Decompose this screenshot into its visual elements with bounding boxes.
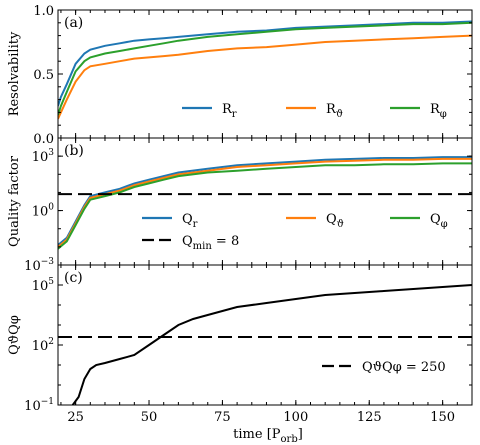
panel-2: 10−1 102 105 25 50 75 100 125 150 (c) QϑQφ QϑQφ = 2… <box>7 264 473 425</box>
legend-label-R_phi: Rφ <box>430 102 447 120</box>
series-line-Q_r <box>58 156 472 246</box>
panel-1: 10−3 100 103 (b) Quality factor Qr Qϑ Qφ Qmin = … <box>7 137 473 274</box>
series-line-R_theta <box>58 34 472 120</box>
x-tick-label: 150 <box>430 410 455 425</box>
x-tick-label: 100 <box>283 410 308 425</box>
y-tick-label: 102 <box>32 337 54 354</box>
y-tick-label: 103 <box>32 148 55 165</box>
series-line-Q_phi <box>58 162 472 250</box>
y-axis-label: Resolvability <box>7 31 22 116</box>
y-tick-label: 10−3 <box>24 257 54 274</box>
legend-label-Q_phi: Qφ <box>430 212 448 230</box>
legend-label-Q_theta: Qϑ <box>326 212 344 230</box>
y-tick-label: 0.0 <box>33 132 54 147</box>
y-tick-label: 10−1 <box>24 397 54 414</box>
y-tick-label: 100 <box>32 203 55 220</box>
x-tick-label: 25 <box>67 410 84 425</box>
x-tick-label: 125 <box>357 410 382 425</box>
y-tick-label: 1.0 <box>33 4 54 19</box>
y-tick-label: 105 <box>32 277 55 294</box>
x-tick-label: 50 <box>141 410 158 425</box>
panel-tag: (c) <box>64 270 83 286</box>
legend-label-R_theta: Rϑ <box>326 102 343 120</box>
plot-frame <box>57 264 473 406</box>
y-axis-label: QϑQφ <box>7 315 22 355</box>
legend-label-QQ_250: QϑQφ = 250 <box>362 360 446 375</box>
y-axis-label: Quality factor <box>7 155 22 247</box>
plot-frame <box>57 9 473 139</box>
y-tick-label: 0.5 <box>33 68 54 83</box>
legend-label-R_r: Rr <box>222 102 237 120</box>
panel-tag: (a) <box>64 15 83 31</box>
series-line-R_r <box>58 20 472 107</box>
panel-tag: (b) <box>64 143 84 159</box>
legend-label-Q_min: Qmin = 8 <box>182 234 239 252</box>
legend-label-Q_r: Qr <box>182 212 198 230</box>
panel-0: 0.0 0.5 1.0 (a) Resolvability Rr Rϑ Rφ <box>7 4 473 147</box>
series-line-Q_theta <box>58 157 472 248</box>
series-line-Q_theta_Q_phi <box>71 284 472 405</box>
x-axis-label: time [Porb] <box>233 427 303 445</box>
x-tick-label: 75 <box>214 410 231 425</box>
series-line-R_phi <box>58 21 472 116</box>
